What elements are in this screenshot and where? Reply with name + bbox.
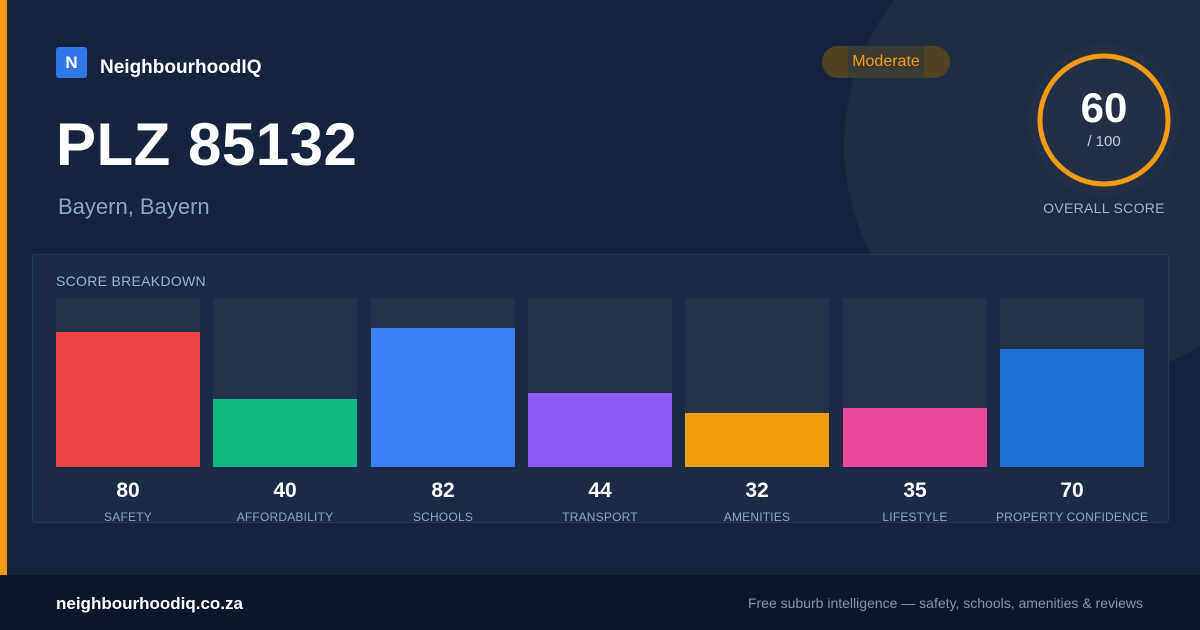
score-value: 70 xyxy=(1060,479,1084,502)
score-bar-track xyxy=(56,298,200,467)
accent-strip xyxy=(0,0,7,575)
page-subtitle: Bayern, Bayern xyxy=(58,194,210,219)
score-label: SCHOOLS xyxy=(412,510,474,524)
score-value: 40 xyxy=(273,479,297,502)
footer-tagline: Free suburb intelligence — safety, schoo… xyxy=(747,595,1143,611)
overall-score-caption: OVERALL SCORE xyxy=(1043,200,1165,216)
score-column-affordability: 40 AFFORDABILITY xyxy=(213,298,357,524)
page-title: PLZ 85132 xyxy=(56,111,358,178)
score-ring-icon xyxy=(1028,44,1180,196)
brand[interactable]: N NeighbourhoodIQ xyxy=(56,46,261,79)
score-column-property-confidence: 70 PROPERTY CONFIDENCE xyxy=(996,298,1148,524)
score-column-safety: 80 SAFETY xyxy=(56,298,200,524)
score-bar-track xyxy=(1000,298,1144,467)
brand-logo-icon: N xyxy=(56,47,87,78)
score-column-schools: 82 SCHOOLS xyxy=(371,298,515,524)
score-label: TRANSPORT xyxy=(562,510,638,524)
score-column-transport: 44 TRANSPORT xyxy=(528,298,672,524)
score-bar-track xyxy=(685,298,829,467)
score-label: AFFORDABILITY xyxy=(236,510,334,524)
score-value: 82 xyxy=(431,479,455,502)
score-bar xyxy=(528,393,672,467)
score-label: AMENITIES xyxy=(723,510,791,524)
footer-site-link[interactable]: neighbourhoodiq.co.za xyxy=(56,594,243,613)
overall-score-max: / 100 xyxy=(1087,133,1121,150)
score-bar-track xyxy=(528,298,672,467)
score-label: LIFESTYLE xyxy=(882,510,948,524)
rating-badge: Moderate xyxy=(822,46,950,78)
rating-badge-label: Moderate xyxy=(852,53,920,70)
footer: neighbourhoodiq.co.za Free suburb intell… xyxy=(0,575,1200,630)
score-value: 35 xyxy=(903,479,927,502)
score-breakdown-panel: SCORE BREAKDOWN 80 SAFETY 40 AFFORDABILITY 8… xyxy=(32,254,1169,524)
breakdown-columns: 80 SAFETY 40 AFFORDABILITY 82 SCHOOLS 44 TRANSP… xyxy=(56,298,1148,524)
breakdown-heading: SCORE BREAKDOWN xyxy=(56,273,206,289)
score-value: 44 xyxy=(588,479,612,502)
brand-name: NeighbourhoodIQ xyxy=(100,57,262,78)
overall-score-ring: 60 / 100 xyxy=(1028,44,1180,196)
score-column-lifestyle: 35 LIFESTYLE xyxy=(843,298,987,524)
score-bar-track xyxy=(843,298,987,467)
score-bar xyxy=(371,328,515,467)
score-value: 32 xyxy=(745,479,769,502)
score-bar xyxy=(685,413,829,467)
score-label: PROPERTY CONFIDENCE xyxy=(995,510,1149,524)
overall-score-value: 60 xyxy=(1080,84,1128,131)
score-bar xyxy=(213,399,357,467)
score-bar-track xyxy=(213,298,357,467)
score-label: SAFETY xyxy=(104,510,152,524)
score-bar xyxy=(843,408,987,467)
score-value: 80 xyxy=(116,479,140,502)
score-bar-track xyxy=(371,298,515,467)
score-column-amenities: 32 AMENITIES xyxy=(685,298,829,524)
score-bar xyxy=(1000,349,1144,467)
score-bar xyxy=(56,332,200,467)
